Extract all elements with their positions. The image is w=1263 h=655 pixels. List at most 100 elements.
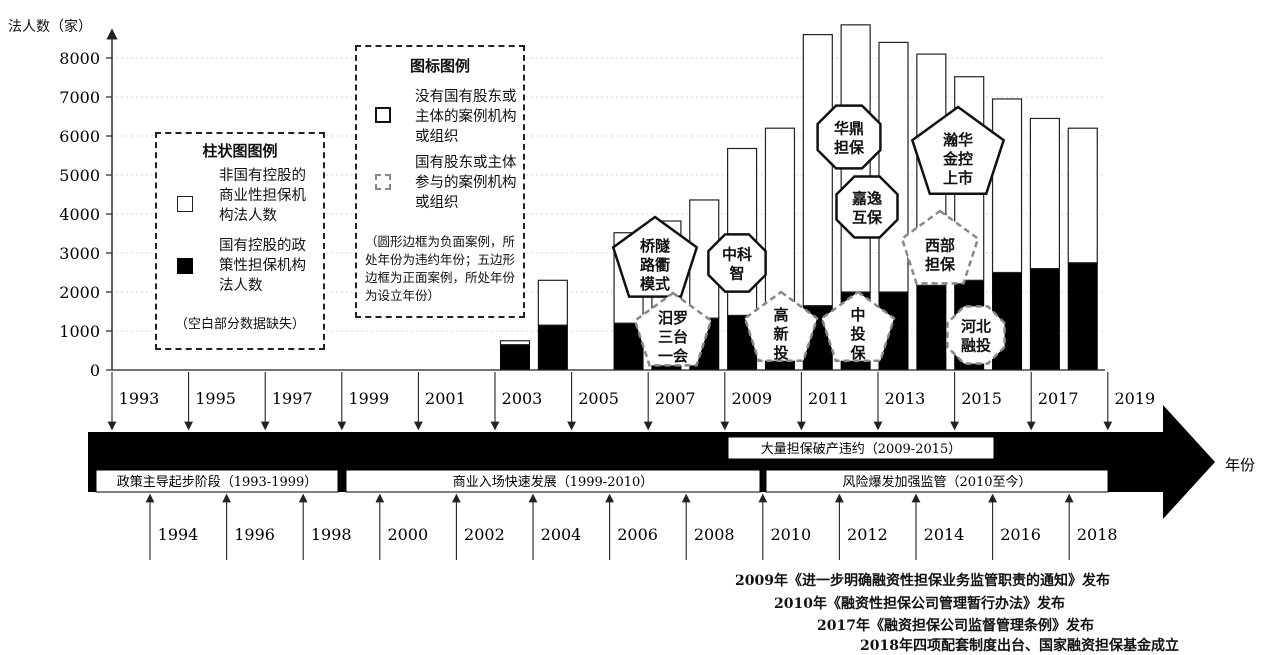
- case-zhongkezhi-circle-icon: [707, 233, 767, 293]
- bar-legend-note: （空白部分数据缺失）: [174, 317, 305, 332]
- bottom-year-label: 2010: [770, 525, 811, 544]
- bar-state-owned-2018: [1067, 262, 1098, 371]
- policy-2018: 2018年四项配套制度出台、国家融资担保基金成立: [860, 638, 1179, 654]
- case-hanhua-pentagon-icon: [910, 105, 1006, 196]
- top-year-label: 1995: [195, 389, 236, 408]
- phase-3-box: [765, 469, 1109, 493]
- policy-2010: 2010年《融资性担保公司管理暂行办法》发布: [774, 596, 1065, 612]
- top-year-label: 2015: [961, 389, 1002, 408]
- case-zhongtoubao-label: 保: [849, 344, 866, 362]
- case-qiaosui-label: 路衢: [640, 256, 670, 274]
- bar-commercial-2010: [764, 127, 796, 311]
- case-zhongtoubao-pentagon-icon: [820, 290, 896, 362]
- phase-3-label: 风险爆发加强监管（2010至今）: [842, 474, 1031, 490]
- case-gaoxintou-label: 投: [773, 344, 788, 362]
- top-year-label: 2019: [1114, 389, 1155, 408]
- bar-commercial-2004: [537, 279, 568, 326]
- top-year-label: 1997: [272, 389, 313, 408]
- bar-commercial-2013: [878, 41, 909, 293]
- icon-legend: 图标图例 没有国有股东或主体的案例机构或组织 国有股东或主体参与的案例机构或组织…: [355, 45, 525, 318]
- bar-commercial-2003: [499, 340, 531, 346]
- case-xibu-label: 西部: [925, 237, 955, 255]
- policy-2009: 2009年《进一步明确融资性担保业务监管职责的通知》发布: [735, 573, 1110, 589]
- top-year-label: 2007: [655, 389, 696, 408]
- dashed-legend-label: 国有股东或主体参与的案例机构或组织: [415, 155, 517, 211]
- y-tick-label: 0: [90, 361, 100, 380]
- y-tick-label: 1000: [59, 322, 100, 341]
- top-year-label: 2009: [731, 389, 772, 408]
- bar-commercial-2018: [1067, 127, 1098, 264]
- case-zhongtoubao-label: 中: [850, 306, 865, 324]
- bottom-year-label: 1998: [311, 525, 352, 544]
- case-zhongkezhi-label: 智: [729, 265, 744, 283]
- dashed-frame-icon: [375, 174, 391, 190]
- white-legend-label: 非国有控股的商业性担保机构法人数: [219, 168, 306, 224]
- case-jiayi-circle-icon: [835, 175, 899, 239]
- bar-state-owned-2004: [537, 324, 568, 371]
- bottom-year-label: 2000: [387, 525, 428, 544]
- case-hebei-circle-icon: [946, 305, 1006, 365]
- icon-legend-note: （圆形边框为负面案例，所处年份为违约年份；五边形边框为正面案例，所处年份为设立年…: [365, 234, 516, 303]
- bottom-year-label: 2006: [617, 525, 658, 544]
- top-year-label: 2011: [808, 389, 849, 408]
- phase-2-label: 商业入场快速发展（1999-2010）: [453, 474, 654, 490]
- icon-legend-title: 图标图例: [409, 57, 470, 75]
- policy-2017: 2017年《融资担保公司监督管理条例》发布: [817, 618, 1094, 634]
- phase-2-box: [345, 469, 761, 493]
- top-year-label: 2013: [885, 389, 926, 408]
- bottom-year-label: 2016: [1000, 525, 1041, 544]
- bar-commercial-2016: [991, 98, 1023, 274]
- y-axis-label: 法人数（家）: [8, 19, 92, 35]
- bar-state-owned-2014: [916, 284, 947, 371]
- bar-commercial-2017: [1029, 117, 1061, 270]
- case-miluo-label: 一会: [658, 347, 688, 365]
- top-year-label: 2001: [425, 389, 466, 408]
- y-tick-label: 2000: [59, 283, 100, 302]
- timeline-axis-label: 年份: [1225, 456, 1255, 474]
- case-gaoxintou-label: 新: [773, 325, 788, 343]
- y-tick-label: 7000: [59, 88, 100, 107]
- y-tick-label: 4000: [59, 205, 100, 224]
- timeline-arrow: [88, 405, 1215, 519]
- solid-legend-label: 没有国有股东或主体的案例机构或组织: [415, 89, 517, 145]
- bottom-year-label: 1996: [234, 525, 275, 544]
- case-hanhua-label: 金控: [942, 150, 973, 168]
- bar-state-owned-2017: [1029, 268, 1060, 371]
- top-year-label: 2003: [502, 389, 543, 408]
- bar-commercial-2011: [802, 33, 833, 307]
- case-miluo-pentagon-icon: [633, 291, 713, 367]
- case-jiayi-label: 嘉逸: [851, 190, 882, 208]
- bottom-year-label: 2004: [541, 525, 582, 544]
- phase-crisis-box: [727, 436, 995, 460]
- phase-1-box: [95, 469, 339, 493]
- bar-state-owned-2003: [500, 344, 530, 371]
- case-gaoxintou-label: 高: [773, 306, 788, 324]
- case-gaoxintou-pentagon-icon: [743, 290, 819, 362]
- case-huading-circle-icon: [816, 104, 882, 170]
- top-year-label: 2005: [578, 389, 619, 408]
- bar-legend: 柱状图图例 非国有控股的商业性担保机构法人数 国有控股的政策性担保机构法人数 （…: [155, 132, 325, 350]
- bar-legend-title: 柱状图图例: [202, 142, 278, 160]
- black-swatch: [177, 258, 193, 274]
- bottom-year-label: 2008: [694, 525, 735, 544]
- case-qiaosui-label: 模式: [640, 275, 670, 293]
- case-hanhua-label: 瀚华: [943, 131, 973, 149]
- top-year-label: 2017: [1038, 389, 1079, 408]
- case-miluo-label: 三台: [658, 328, 688, 346]
- case-huading-label: 华鼎: [834, 120, 864, 138]
- y-tick-label: 3000: [59, 244, 100, 263]
- case-miluo-label: 汨罗: [658, 309, 688, 327]
- case-xibu-label: 担保: [925, 256, 956, 274]
- case-zhongtoubao-label: 投: [850, 325, 865, 343]
- bottom-year-label: 2018: [1077, 525, 1118, 544]
- solid-frame-icon: [375, 107, 391, 123]
- bottom-year-label: 1994: [158, 525, 199, 544]
- y-tick-label: 8000: [59, 49, 100, 68]
- y-tick-label: 5000: [59, 166, 100, 185]
- case-xibu-pentagon-icon: [900, 209, 980, 285]
- black-legend-label: 国有控股的政策性担保机构法人数: [219, 238, 306, 294]
- top-year-label: 1999: [348, 389, 389, 408]
- case-huading-label: 担保: [834, 139, 865, 157]
